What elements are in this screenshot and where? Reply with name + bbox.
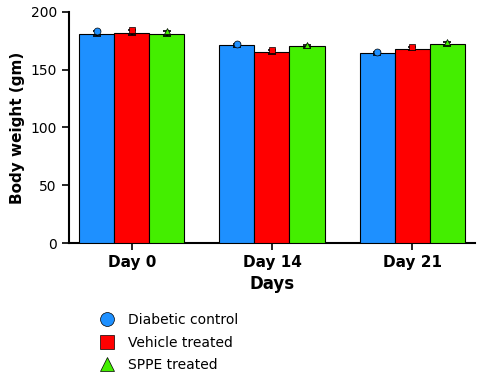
- Legend: Diabetic control, Vehicle treated, SPPE treated: Diabetic control, Vehicle treated, SPPE …: [88, 308, 244, 377]
- Bar: [79, 34, 114, 243]
- Y-axis label: Body weight (gm): Body weight (gm): [10, 51, 25, 203]
- Bar: [290, 47, 324, 243]
- Bar: [360, 53, 394, 243]
- X-axis label: Days: Days: [249, 276, 294, 293]
- Bar: [220, 45, 254, 243]
- Bar: [149, 34, 184, 243]
- Bar: [394, 49, 430, 243]
- Bar: [254, 52, 290, 243]
- Bar: [114, 33, 149, 243]
- Bar: [430, 44, 465, 243]
